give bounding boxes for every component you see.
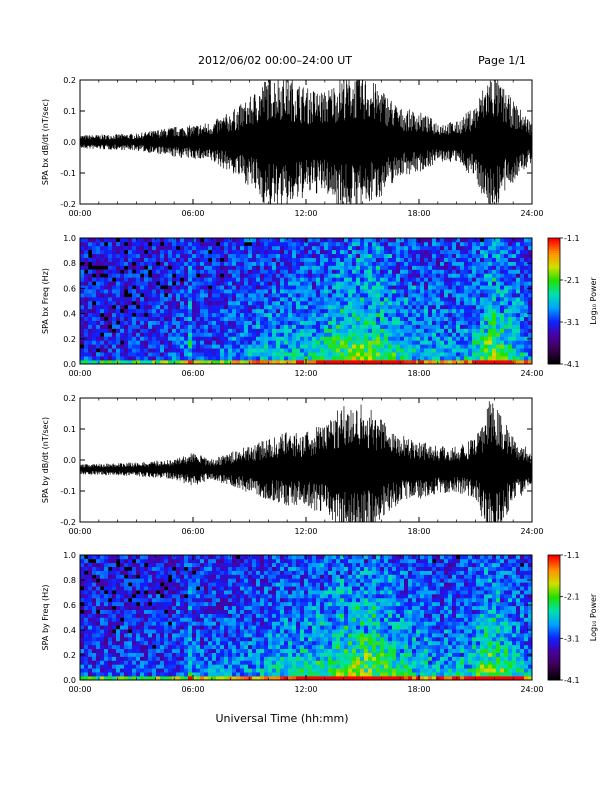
x-tick-label: 12:00	[294, 685, 317, 694]
x-tick-label: 00:00	[68, 209, 91, 218]
y-tick-label: -0.2	[60, 518, 76, 527]
x-tick-label: 12:00	[294, 369, 317, 378]
colorbar-tick-label: -1.1	[564, 551, 580, 560]
x-tick-label: 24:00	[520, 209, 543, 218]
y-tick-label: 0.2	[63, 335, 76, 344]
y-tick-label: 0.4	[63, 310, 76, 319]
colorbar-tick-label: -1.1	[564, 234, 580, 243]
panel-bx-waveform: 00:00 06:00 12:00 18:00 24:00 0.2 0.1 0.0 -0.1 -0…	[41, 76, 544, 218]
panel-bx-spectrogram: 00:00 06:00 12:00 18:00 24:00 1.0 0.8 0.6 0.4 0.2…	[41, 234, 598, 378]
x-tick-label: 00:00	[68, 527, 91, 536]
y-tick-label: 1.0	[63, 234, 76, 243]
y-tick-label: -0.1	[60, 169, 76, 178]
colorbar: -1.1 -2.1 -3.1 -4.1 Log₁₀ Power	[547, 551, 598, 685]
heatmap-bx-spectrogram	[80, 238, 532, 364]
x-tick-label: 18:00	[407, 209, 430, 218]
colorbar-tick-label: -4.1	[564, 360, 580, 369]
y-tick-label: 0.0	[63, 360, 76, 369]
heatmap-by-spectrogram	[80, 555, 532, 680]
x-tick-label: 06:00	[181, 369, 204, 378]
x-tick-label: 00:00	[68, 369, 91, 378]
colorbar-label: Log₁₀ Power	[589, 593, 598, 641]
chart-title: 2012/06/02 00:00–24:00 UT	[198, 54, 352, 67]
x-tick-label: 00:00	[68, 685, 91, 694]
x-tick-label: 06:00	[181, 527, 204, 536]
colorbar-label: Log₁₀ Power	[589, 277, 598, 325]
y-tick-label: -0.2	[60, 200, 76, 209]
x-tick-label: 06:00	[181, 685, 204, 694]
y-axis-label: SPA by dB/dt (nT/sec)	[41, 417, 50, 503]
y-tick-label: 0.4	[63, 626, 76, 635]
colorbar-tick-label: -2.1	[564, 276, 580, 285]
y-tick-label: 0.8	[63, 576, 76, 585]
y-tick-label: 0.2	[63, 394, 76, 403]
x-tick-label: 06:00	[181, 209, 204, 218]
series-line-by-waveform	[80, 401, 532, 522]
y-tick-label: 0.0	[63, 676, 76, 685]
x-tick-label: 24:00	[520, 685, 543, 694]
x-tick-label: 24:00	[520, 369, 543, 378]
y-tick-label: 0.2	[63, 76, 76, 85]
x-tick-label: 18:00	[407, 685, 430, 694]
x-tick-label: 18:00	[407, 369, 430, 378]
colorbar-tick-label: -3.1	[564, 634, 580, 643]
y-tick-label: 0.0	[63, 456, 76, 465]
y-axis-label: SPA by Freq (Hz)	[41, 585, 50, 651]
colorbar-tick-label: -4.1	[564, 676, 580, 685]
series-line-bx-waveform	[80, 80, 532, 204]
y-tick-label: 0.8	[63, 259, 76, 268]
y-tick-label: 0.1	[63, 425, 76, 434]
y-tick-label: 0.6	[63, 284, 76, 293]
panel-by-spectrogram: 00:00 06:00 12:00 18:00 24:00 1.0 0.8 0.6 0.4 0.2…	[41, 551, 598, 694]
x-tick-label: 12:00	[294, 527, 317, 536]
x-tick-label: 12:00	[294, 209, 317, 218]
colorbar-tick-label: -3.1	[564, 318, 580, 327]
y-tick-label: 0.1	[63, 107, 76, 116]
panel-by-waveform: 00:00 06:00 12:00 18:00 24:00 0.2 0.1 0.0 -0.1 -0…	[41, 394, 544, 536]
colorbar-tick-label: -2.1	[564, 593, 580, 602]
y-tick-label: 0.6	[63, 601, 76, 610]
y-tick-label: -0.1	[60, 487, 76, 496]
colorbar: -1.1 -2.1 -3.1 -4.1 Log₁₀ Power	[547, 234, 598, 369]
y-axis-label: SPA bx dB/dt (nT/sec)	[41, 99, 50, 185]
y-tick-label: 1.0	[63, 551, 76, 560]
x-axis-title: Universal Time (hh:mm)	[216, 712, 349, 725]
x-tick-label: 24:00	[520, 527, 543, 536]
y-axis-label: SPA bx Freq (Hz)	[41, 268, 50, 334]
y-tick-label: 0.0	[63, 138, 76, 147]
page-indicator: Page 1/1	[478, 54, 526, 67]
y-tick-label: 0.2	[63, 651, 76, 660]
x-tick-label: 18:00	[407, 527, 430, 536]
